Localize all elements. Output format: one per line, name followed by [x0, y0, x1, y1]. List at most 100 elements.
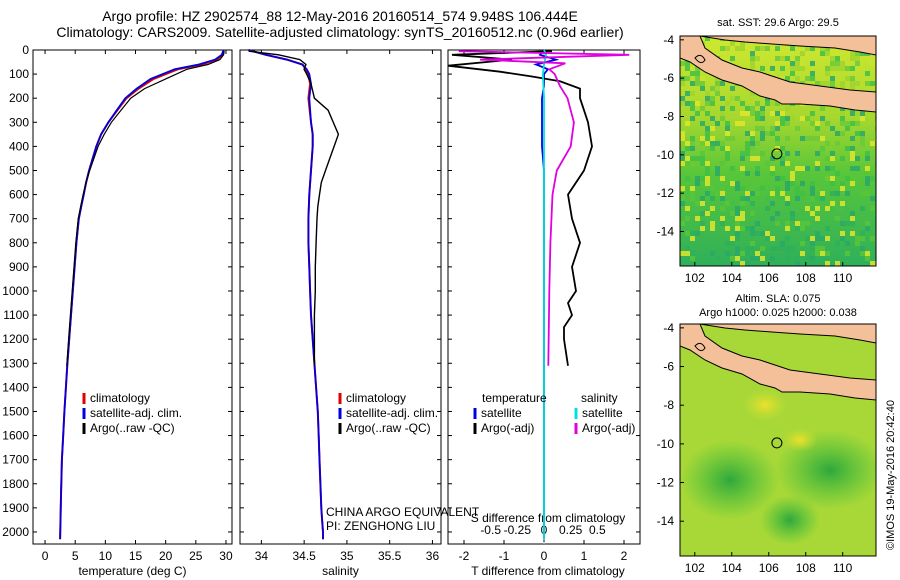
legend-label: Argo(..raw -QC): [90, 421, 175, 435]
s-tick-label: -0.5: [480, 523, 501, 537]
legend-title-temperature: temperature: [482, 391, 547, 405]
sla-map-title: Altim. SLA: 0.075: [736, 293, 821, 305]
series-line-satellite-adj-clim-: [59, 49, 225, 540]
panel-frame: [239, 49, 442, 545]
y-tick-label: 1700: [2, 453, 29, 467]
map-y-tick-label: -8: [663, 398, 674, 412]
y-tick-label: 700: [9, 212, 29, 226]
map-y-tick-label: -10: [657, 437, 675, 451]
x-axis-label: salinity: [322, 564, 359, 578]
map-y-tick-label: -12: [657, 476, 675, 490]
y-tick-label: 1900: [2, 501, 29, 515]
map-x-tick-label: 102: [685, 561, 705, 575]
island-outline: [694, 54, 706, 64]
x-tick-label: 25: [189, 549, 203, 563]
sumatra-land-sla: [699, 324, 876, 344]
x-tick-label: 15: [129, 549, 143, 563]
map-x-tick-label: 104: [722, 561, 742, 575]
x-tick-label: 30: [219, 549, 233, 563]
map-x-tick-label: 104: [722, 271, 742, 285]
map-x-tick-label: 110: [833, 561, 852, 575]
series-line-argo-raw-qc-: [248, 50, 340, 366]
sst-map: sat. SST: 29.6 Argo: 29.5 102 104 106 108 11…: [657, 17, 877, 285]
y-tick-label: 800: [9, 236, 29, 250]
sla-map: Altim. SLA: 0.075 Argo h1000: 0.025 h200…: [657, 293, 877, 575]
map-x-tick-label: 110: [833, 271, 852, 285]
x-tick-label: 35.5: [378, 549, 402, 563]
x-tick-label: 34.5: [292, 549, 316, 563]
sst-map-frame: [679, 35, 877, 267]
map-y-tick-label: -6: [663, 360, 674, 374]
y-tick-label: 1200: [2, 332, 29, 346]
map-x-tick-label: 108: [796, 561, 816, 575]
x-tick-label: -1: [499, 549, 510, 563]
series-line-t-satellite: [533, 49, 560, 540]
legend-label: satellite-adj. clim.: [90, 406, 182, 420]
x-axis-label: temperature (deg C): [78, 564, 186, 578]
legend-label: Argo(-adj): [582, 421, 635, 435]
s-axis-label: S difference from climatology: [471, 511, 626, 525]
x-tick-label: 35: [340, 549, 354, 563]
argo-location-marker-sst: [771, 148, 783, 160]
java-land: [680, 36, 876, 113]
x-tick-label: 20: [159, 549, 173, 563]
map-x-tick-label: 102: [685, 271, 705, 285]
y-tick-label: 900: [9, 260, 29, 274]
y-tick-label: 300: [9, 115, 29, 129]
map-y-tick-label: -14: [657, 514, 675, 528]
y-tick-label: 1500: [2, 404, 29, 418]
s-tick-label: -0.25: [504, 523, 532, 537]
series-line-climatology: [59, 49, 225, 540]
series-line-argo-raw-qc-: [66, 51, 225, 366]
sla-map-frame: [679, 323, 877, 557]
legend-label: Argo(-adj): [481, 421, 534, 435]
y-tick-label: 1400: [2, 380, 29, 394]
legend-label: climatology: [346, 391, 406, 405]
x-axis-label: T difference from climatology: [471, 564, 625, 578]
legend-label: Argo(..raw -QC): [346, 421, 431, 435]
series-line-satellite-adj-clim-: [248, 49, 324, 540]
map-x-tick-label: 106: [759, 561, 779, 575]
panel-frame: [32, 49, 233, 545]
pi-annotation: PI: ZENGHONG LIU: [326, 519, 435, 533]
map-x-tick-label: 108: [796, 271, 816, 285]
y-tick-label: 200: [9, 91, 29, 105]
x-tick-label: 5: [72, 549, 79, 563]
legend-label: satellite: [582, 406, 623, 420]
float-annotation: CHINA ARGO EQUIVALENT: [326, 505, 480, 519]
sst-map-title: sat. SST: 29.6 Argo: 29.5: [717, 17, 839, 29]
legend-label: satellite-adj. clim.: [346, 406, 438, 420]
y-tick-label: 1100: [3, 308, 29, 322]
x-tick-label: 0: [42, 549, 49, 563]
s-tick-label: 0.5: [589, 523, 606, 537]
s-tick-label: 0.25: [559, 523, 583, 537]
y-tick-label: 100: [9, 67, 29, 81]
y-tick-label: 1600: [2, 429, 29, 443]
sumatra-land: [699, 36, 876, 56]
java-land-sla: [680, 324, 876, 401]
x-tick-label: 10: [99, 549, 113, 563]
y-tick-label: 600: [9, 188, 29, 202]
series-line-t-argo-adj-: [447, 50, 593, 366]
y-tick-label: 400: [9, 139, 29, 153]
x-tick-label: 34: [255, 549, 269, 563]
map-x-tick-label: 106: [759, 271, 779, 285]
y-tick-label: 500: [9, 163, 29, 177]
x-tick-label: 2: [621, 549, 628, 563]
map-y-tick-label: -6: [663, 71, 674, 85]
y-tick-label: 1000: [2, 284, 29, 298]
map-y-tick-label: -4: [663, 321, 674, 335]
map-y-tick-label: -12: [657, 186, 675, 200]
x-tick-label: 36: [426, 549, 440, 563]
y-tick-label: 2000: [2, 525, 29, 539]
legend-title-salinity: salinity: [581, 391, 618, 405]
plot-title: Argo profile: HZ 2902574_88 12-May-2016 …: [102, 8, 578, 24]
map-y-tick-label: -14: [657, 225, 675, 239]
map-y-tick-label: -4: [663, 33, 674, 47]
x-tick-label: 1: [581, 549, 588, 563]
legend-label: climatology: [90, 391, 150, 405]
x-tick-label: 0: [541, 549, 548, 563]
legend-label: satellite: [481, 406, 522, 420]
series-line-s-satellite: [541, 49, 548, 540]
